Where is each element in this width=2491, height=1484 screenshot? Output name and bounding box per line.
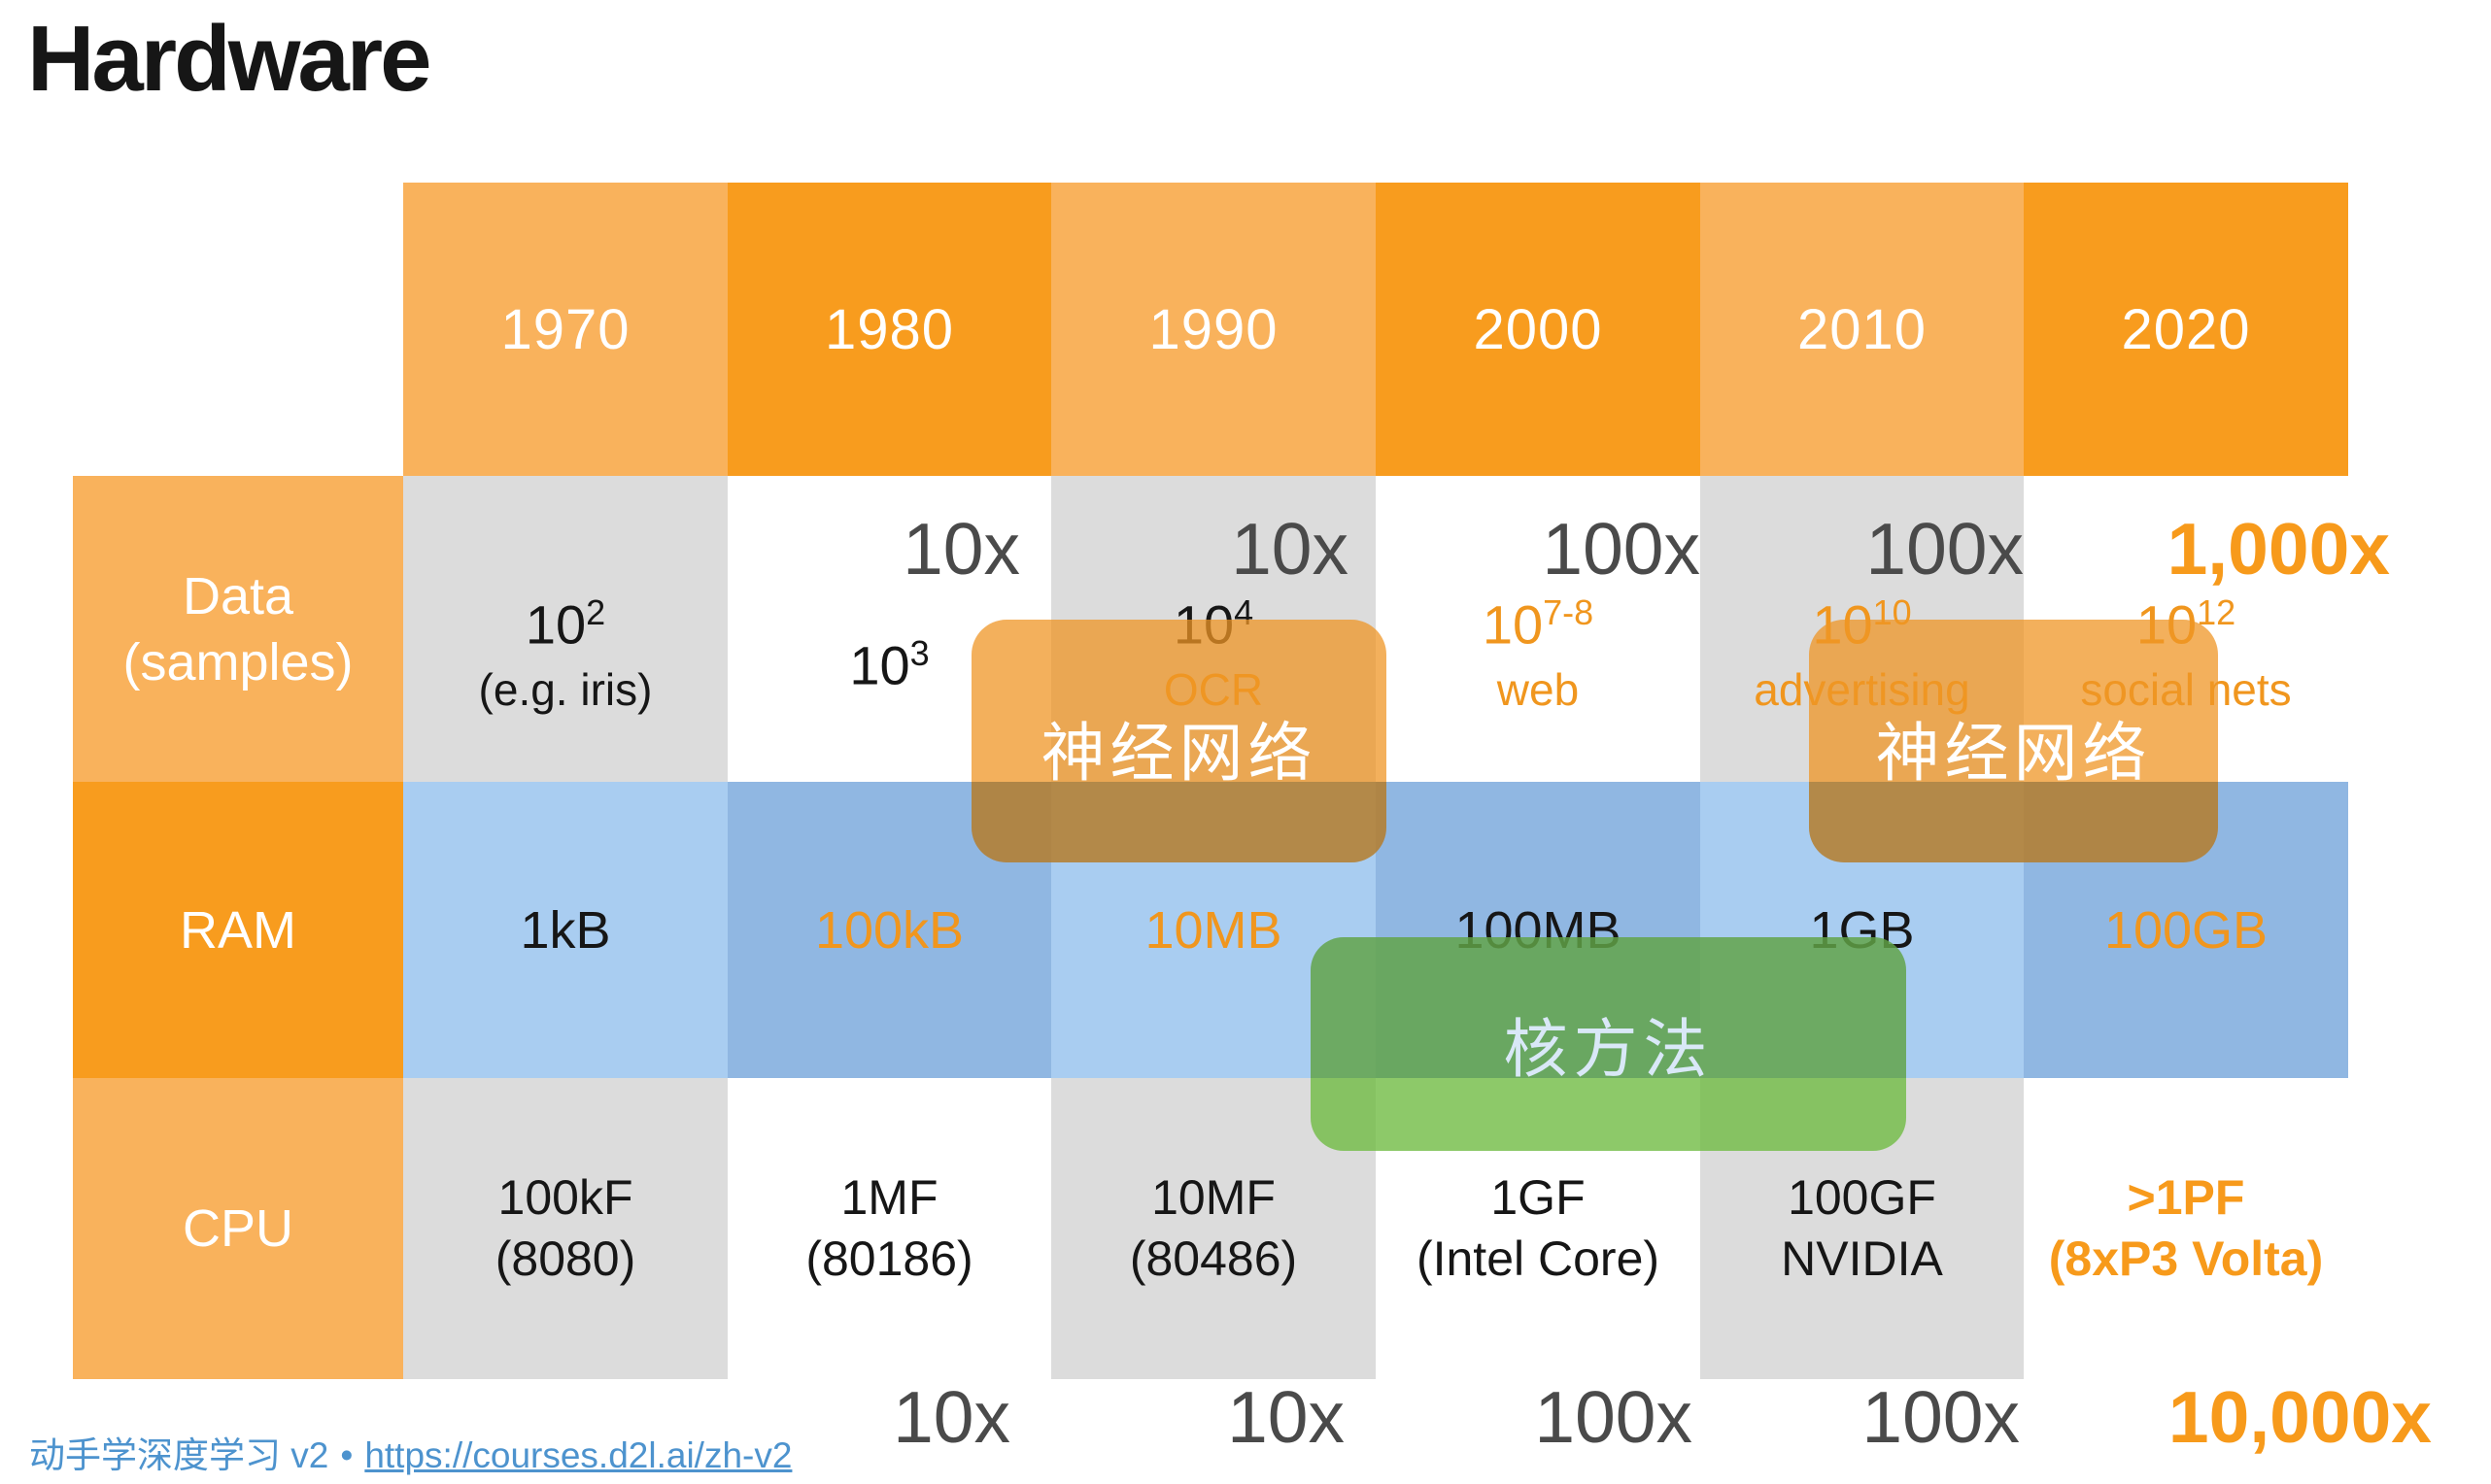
cpu-chip-1970: (8080): [495, 1231, 636, 1286]
row-label-data-line2: (samples): [122, 632, 354, 691]
year-header-1990: 1990: [1051, 183, 1376, 476]
cpu-growth-2000: 100x: [1534, 1376, 1692, 1458]
year-label: 2020: [2121, 297, 2251, 361]
ram-cell-1970: 1kB: [403, 782, 728, 1078]
footer: 动手学深度学习 v2 • https://courses.d2l.ai/zh-v2: [29, 1433, 792, 1478]
data-note-1970: (e.g. iris): [478, 663, 653, 715]
data-value-1980: 103: [849, 633, 930, 696]
year-header-2000: 2000: [1376, 183, 1700, 476]
overlay-neural-networks-1-label: 神经网络: [1041, 717, 1317, 789]
year-label: 2000: [1473, 297, 1603, 361]
ram-value-2020: 100GB: [2103, 900, 2269, 960]
row-label-cpu: CPU: [73, 1078, 403, 1379]
cpu-value-2020: >1PF: [2127, 1170, 2245, 1225]
row-label-data: Data (samples): [73, 476, 403, 782]
cpu-chip-2020: (8xP3 Volta): [2048, 1231, 2324, 1286]
year-header-2010: 2010: [1700, 183, 2024, 476]
year-header-2020: 2020: [2024, 183, 2348, 476]
data-growth-2000: 100x: [1542, 508, 1700, 590]
overlay-kernel-methods: 核方法: [1311, 937, 1906, 1151]
data-cell-2000: 107-8 web: [1376, 476, 1700, 782]
row-label-data-line1: Data: [182, 566, 294, 625]
ram-value-1970: 1kB: [520, 900, 611, 960]
cpu-value-1990: 10MF: [1151, 1170, 1276, 1225]
cpu-cell-2020: >1PF (8xP3 Volta): [2024, 1078, 2348, 1379]
cpu-growth-2020: 10,000x: [2167, 1376, 2432, 1458]
data-cell-1970: 102 (e.g. iris): [403, 476, 728, 782]
row-label-ram-text: RAM: [180, 900, 296, 960]
data-growth-1980: 10x: [903, 508, 1020, 590]
cpu-value-2000: 1GF: [1490, 1170, 1586, 1225]
cpu-growth-2010: 100x: [1861, 1376, 2020, 1458]
overlay-kernel-methods-label: 核方法: [1503, 1013, 1714, 1085]
cpu-growth-1980: 10x: [893, 1376, 1010, 1458]
overlay-neural-networks-2-label: 神经网络: [1875, 717, 2152, 789]
cpu-chip-1980: (80186): [805, 1231, 973, 1286]
cpu-growth-1990: 10x: [1227, 1376, 1345, 1458]
cpu-value-1980: 1MF: [840, 1170, 938, 1225]
row-label-cpu-text: CPU: [182, 1199, 293, 1258]
course-link[interactable]: https://courses.d2l.ai/zh-v2: [364, 1435, 793, 1475]
year-label: 1970: [500, 297, 631, 361]
year-label: 2010: [1796, 297, 1928, 361]
cpu-value-1970: 100kF: [497, 1170, 633, 1225]
data-value-1970: 102: [525, 592, 606, 656]
row-label-ram: RAM: [73, 782, 403, 1078]
year-label: 1980: [824, 297, 955, 361]
cpu-chip-1990: (80486): [1129, 1231, 1298, 1286]
year-header-1970: 1970: [403, 183, 728, 476]
data-growth-2010: 100x: [1865, 508, 2024, 590]
ram-value-1990: 10MB: [1144, 900, 1282, 960]
footer-separator: •: [340, 1435, 354, 1475]
year-header-1980: 1980: [728, 183, 1051, 476]
data-note-2000: web: [1496, 663, 1580, 715]
year-label: 1990: [1148, 297, 1279, 361]
cpu-chip-2000: (Intel Core): [1416, 1231, 1660, 1286]
data-growth-1990: 10x: [1231, 508, 1348, 590]
data-growth-2020: 1,000x: [2167, 508, 2390, 590]
course-name: 动手学深度学习 v2: [29, 1435, 329, 1475]
overlay-neural-networks-2: 神经网络: [1809, 620, 2218, 862]
cpu-chip-2010: NVIDIA: [1781, 1231, 1943, 1286]
cpu-value-2010: 100GF: [1788, 1170, 1936, 1225]
ram-value-1980: 100kB: [814, 900, 965, 960]
cpu-cell-1980: 1MF (80186): [728, 1078, 1051, 1379]
cpu-cell-1970: 100kF (8080): [403, 1078, 728, 1379]
page-title: Hardware: [27, 7, 432, 111]
data-value-2000: 107-8: [1482, 592, 1594, 656]
overlay-neural-networks-1: 神经网络: [972, 620, 1386, 862]
